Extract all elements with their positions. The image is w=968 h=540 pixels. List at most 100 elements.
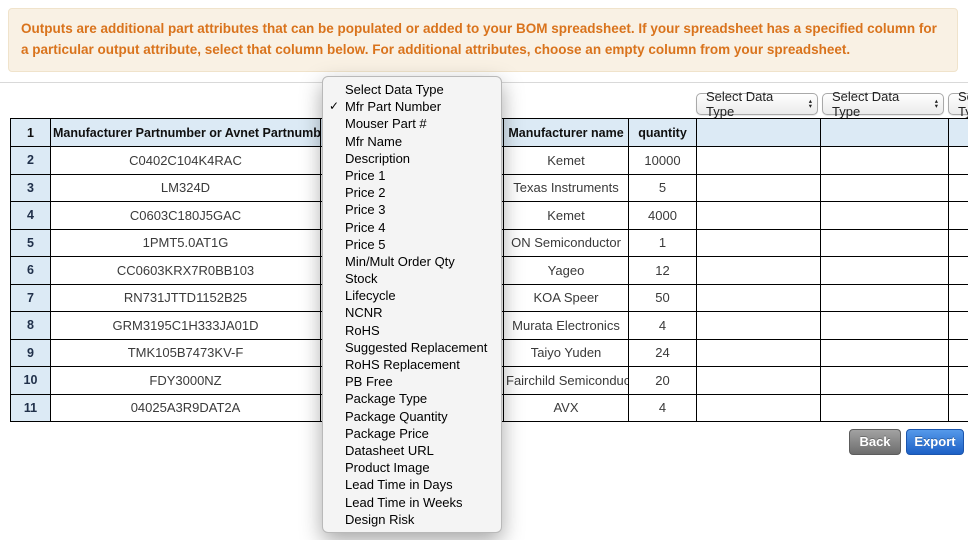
menu-item-suggested-replacement[interactable]: Suggested Replacement xyxy=(345,339,488,355)
cell-empty xyxy=(948,366,968,395)
menu-item-description[interactable]: Description xyxy=(345,150,411,166)
menu-item-select-data-type[interactable]: Select Data Type xyxy=(345,82,444,97)
cell-empty xyxy=(696,228,821,257)
select-label: Select Data Type xyxy=(706,89,774,119)
cell-empty xyxy=(696,201,821,230)
cell-manufacturer: ON Semiconductor xyxy=(503,228,629,257)
select-updown-arrows-icon: ▴ ▾ xyxy=(934,98,938,110)
cell-empty xyxy=(820,338,949,367)
menu-item-product-image[interactable]: Product Image xyxy=(345,460,430,476)
menu-item-price-2[interactable]: Price 2 xyxy=(345,185,386,201)
select-label: Select Data Type xyxy=(832,89,900,119)
cell-quantity: 50 xyxy=(628,283,697,312)
menu-item-price-4[interactable]: Price 4 xyxy=(345,219,386,235)
cell-empty xyxy=(820,366,949,395)
cell-manufacturer: Yageo xyxy=(503,256,629,285)
header-manufacturer: Manufacturer name xyxy=(503,118,629,147)
row-number: 10 xyxy=(10,366,51,395)
menu-item-datasheet-url[interactable]: Datasheet URL xyxy=(345,442,434,458)
cell-partnumber: LM324D xyxy=(50,173,321,202)
menu-item-rohs-replacement[interactable]: RoHS Replacement xyxy=(345,357,460,372)
cell-empty xyxy=(696,366,821,395)
menu-item-min-mult-order-qty[interactable]: Min/Mult Order Qty xyxy=(345,253,455,269)
column-data-type-select-3[interactable]: Select Data Type ▴▾ xyxy=(948,89,968,119)
row-number: 5 xyxy=(10,228,51,257)
cell-partnumber: RN731JTTD1152B25 xyxy=(50,283,321,312)
data-type-dropdown-menu: Select Data Type ✓ Mfr Part Number Mouser… xyxy=(322,76,502,533)
cell-empty xyxy=(948,393,968,422)
cell-quantity: 4 xyxy=(628,393,697,422)
cell-empty xyxy=(948,173,968,202)
cell-empty xyxy=(696,146,821,175)
cell-empty xyxy=(696,338,821,367)
menu-item-mfr-name[interactable]: Mfr Name xyxy=(345,133,403,149)
cell-empty xyxy=(948,201,968,230)
outputs-notice-banner: Outputs are additional part attributes t… xyxy=(8,8,958,72)
menu-item-pb-free[interactable]: PB Free xyxy=(345,374,393,390)
menu-item-package-type[interactable]: Package Type xyxy=(345,391,428,407)
cell-empty xyxy=(948,338,968,367)
row-number: 4 xyxy=(10,201,51,230)
cell-quantity: 10000 xyxy=(628,146,697,175)
cell-partnumber: 1PMT5.0AT1G xyxy=(50,228,321,257)
menu-item-price-3[interactable]: Price 3 xyxy=(345,202,386,218)
cell-empty xyxy=(820,256,949,285)
select-updown-arrows-icon: ▴ ▾ xyxy=(808,98,812,110)
menu-item-mouser-part[interactable]: Mouser Part # xyxy=(345,116,427,132)
cell-manufacturer: Taiyo Yuden xyxy=(503,338,629,367)
cell-manufacturer: Kemet xyxy=(503,201,629,230)
header-partnumber: Manufacturer Partnumber or Avnet Partnum… xyxy=(50,118,321,147)
cell-manufacturer: Fairchild Semiconductor xyxy=(503,366,629,395)
cell-quantity: 5 xyxy=(628,173,697,202)
cell-empty xyxy=(948,256,968,285)
export-button[interactable]: Export xyxy=(906,429,964,455)
cell-empty xyxy=(948,283,968,312)
row-number: 6 xyxy=(10,256,51,285)
cell-manufacturer: Kemet xyxy=(503,146,629,175)
row-number: 8 xyxy=(10,311,51,340)
cell-manufacturer: Murata Electronics xyxy=(503,311,629,340)
cell-empty xyxy=(948,228,968,257)
cell-empty xyxy=(948,311,968,340)
cell-manufacturer: Texas Instruments xyxy=(503,173,629,202)
menu-item-ncnr[interactable]: NCNR xyxy=(345,305,383,321)
menu-item-package-price[interactable]: Package Price xyxy=(345,425,429,441)
cell-empty xyxy=(820,173,949,202)
row-number: 1 xyxy=(10,118,51,147)
menu-item-rohs[interactable]: RoHS xyxy=(345,322,380,338)
row-number: 11 xyxy=(10,393,51,422)
cell-empty xyxy=(820,311,949,340)
cell-partnumber: C0402C104K4RAC xyxy=(50,146,321,175)
menu-item-price-1[interactable]: Price 1 xyxy=(345,167,386,183)
cell-quantity: 20 xyxy=(628,366,697,395)
header-empty-column xyxy=(820,118,949,147)
cell-partnumber: GRM3195C1H333JA01D xyxy=(50,311,321,340)
row-number: 3 xyxy=(10,173,51,202)
cell-partnumber: 04025A3R9DAT2A xyxy=(50,393,321,422)
cell-manufacturer: AVX xyxy=(503,393,629,422)
column-data-type-select-1[interactable]: Select Data Type ▴ ▾ xyxy=(696,89,818,119)
menu-item-design-risk[interactable]: Design Risk xyxy=(345,511,415,527)
checkmark-icon: ✓ xyxy=(329,99,340,114)
menu-item-lifecycle[interactable]: Lifecycle xyxy=(345,288,396,304)
menu-item-lead-time-in-weeks[interactable]: Lead Time in Weeks xyxy=(345,494,463,510)
back-button[interactable]: Back xyxy=(849,429,901,455)
cell-quantity: 24 xyxy=(628,338,697,367)
header-empty-column xyxy=(948,118,968,147)
cell-quantity: 12 xyxy=(628,256,697,285)
cell-quantity: 4 xyxy=(628,311,697,340)
cell-empty xyxy=(696,311,821,340)
cell-empty xyxy=(820,201,949,230)
cell-empty xyxy=(820,393,949,422)
menu-item-package-quantity[interactable]: Package Quantity xyxy=(345,408,448,424)
menu-item-mfr-part-number[interactable]: ✓ Mfr Part Number xyxy=(329,99,442,115)
menu-item-lead-time-in-days[interactable]: Lead Time in Days xyxy=(345,477,453,493)
column-data-type-select-2[interactable]: Select Data Type ▴ ▾ xyxy=(822,89,944,119)
cell-partnumber: CC0603KRX7R0BB103 xyxy=(50,256,321,285)
menu-item-stock[interactable]: Stock xyxy=(345,271,378,287)
cell-empty xyxy=(696,283,821,312)
select-label: Select Data Type xyxy=(958,89,968,119)
cell-empty xyxy=(820,146,949,175)
menu-item-price-5[interactable]: Price 5 xyxy=(345,236,386,252)
cell-partnumber: TMK105B7473KV-F xyxy=(50,338,321,367)
